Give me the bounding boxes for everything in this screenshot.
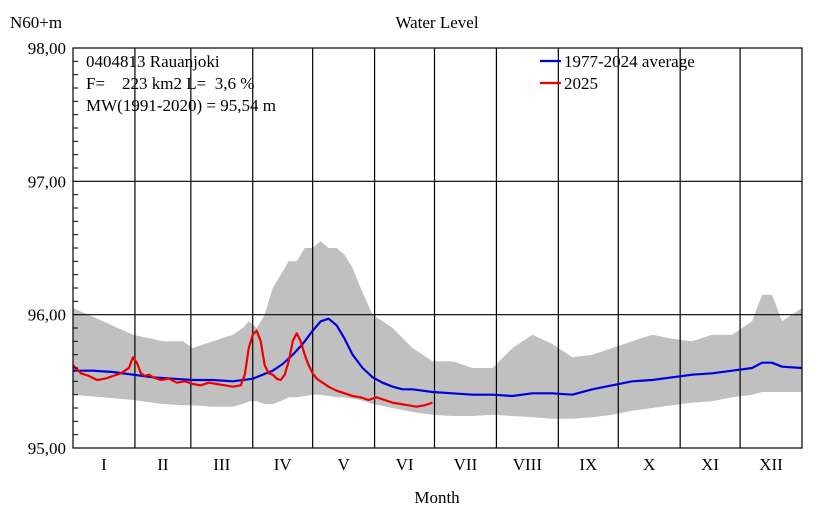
band-area <box>73 241 802 419</box>
axis-ticks <box>73 60 78 436</box>
x-tick-label: I <box>101 455 107 474</box>
line-2025 <box>72 329 433 408</box>
legend-label-2025: 2025 <box>564 74 598 93</box>
x-tick-label: IV <box>274 455 293 474</box>
x-tick-label: II <box>157 455 169 474</box>
station-info: 0404813 Rauanjoki F= 223 km2 L= 3,6 % MW… <box>86 52 276 115</box>
y-tick-label: 97,00 <box>28 172 66 191</box>
catchment-info: F= 223 km2 L= 3,6 % <box>86 74 254 93</box>
x-tick-label: V <box>337 455 350 474</box>
y-axis-label: N60+m <box>10 13 62 32</box>
x-tick-label: XI <box>701 455 719 474</box>
series-lines <box>72 317 803 408</box>
x-tick-labels: I II III IV V VI VII VIII IX X XI XII <box>101 455 783 474</box>
legend: 1977-2024 average 2025 <box>540 52 695 93</box>
average-line <box>73 317 803 398</box>
legend-label-average: 1977-2024 average <box>564 52 695 71</box>
y-tick-labels: 95,00 96,00 97,00 98,00 <box>28 39 66 458</box>
x-tick-label: VII <box>454 455 478 474</box>
x-tick-label: XII <box>759 455 783 474</box>
min-max-band <box>73 241 802 419</box>
grid <box>73 48 802 448</box>
mean-water-level: MW(1991-2020) = 95,54 m <box>86 96 276 115</box>
x-tick-label: VIII <box>513 455 543 474</box>
x-tick-label: VI <box>396 455 414 474</box>
x-tick-label: III <box>213 455 230 474</box>
x-tick-label: X <box>643 455 655 474</box>
y-tick-label: 96,00 <box>28 306 66 325</box>
x-axis-label: Month <box>414 488 460 507</box>
y-tick-label: 98,00 <box>28 39 66 58</box>
station-name: 0404813 Rauanjoki <box>86 52 220 71</box>
chart-title: Water Level <box>395 13 478 32</box>
x-tick-label: IX <box>579 455 597 474</box>
y-tick-label: 95,00 <box>28 439 66 458</box>
